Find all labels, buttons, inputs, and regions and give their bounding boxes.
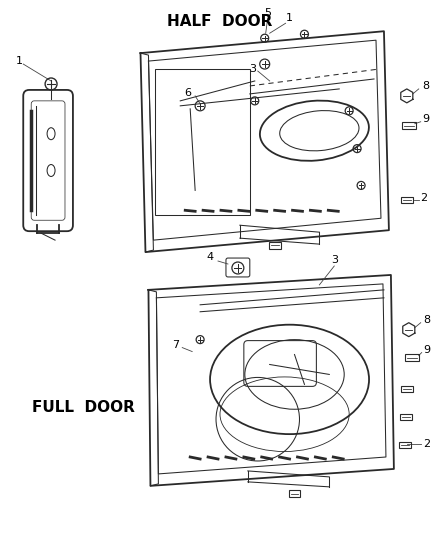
Bar	[399, 442, 411, 448]
Text: 2: 2	[420, 193, 427, 204]
Text: 5: 5	[264, 9, 271, 18]
Bar	[401, 197, 413, 203]
Text: 9: 9	[423, 344, 430, 354]
Bar	[405, 354, 419, 361]
Text: 8: 8	[422, 81, 429, 91]
Text: 6: 6	[185, 88, 192, 98]
Bar	[402, 122, 416, 129]
Bar	[401, 386, 413, 392]
Bar	[400, 414, 412, 420]
Text: 7: 7	[172, 340, 179, 350]
Bar	[268, 241, 281, 248]
Text: 1: 1	[16, 56, 23, 66]
Text: 4: 4	[206, 252, 214, 262]
Text: 3: 3	[249, 64, 256, 74]
Text: 9: 9	[422, 114, 429, 124]
Bar	[289, 490, 300, 497]
Text: 2: 2	[423, 439, 430, 449]
Text: 8: 8	[423, 314, 430, 325]
Text: 3: 3	[331, 255, 338, 265]
Text: HALF  DOOR: HALF DOOR	[167, 14, 273, 29]
Text: 1: 1	[286, 13, 293, 23]
Text: FULL  DOOR: FULL DOOR	[32, 400, 135, 415]
Bar	[155, 69, 250, 215]
